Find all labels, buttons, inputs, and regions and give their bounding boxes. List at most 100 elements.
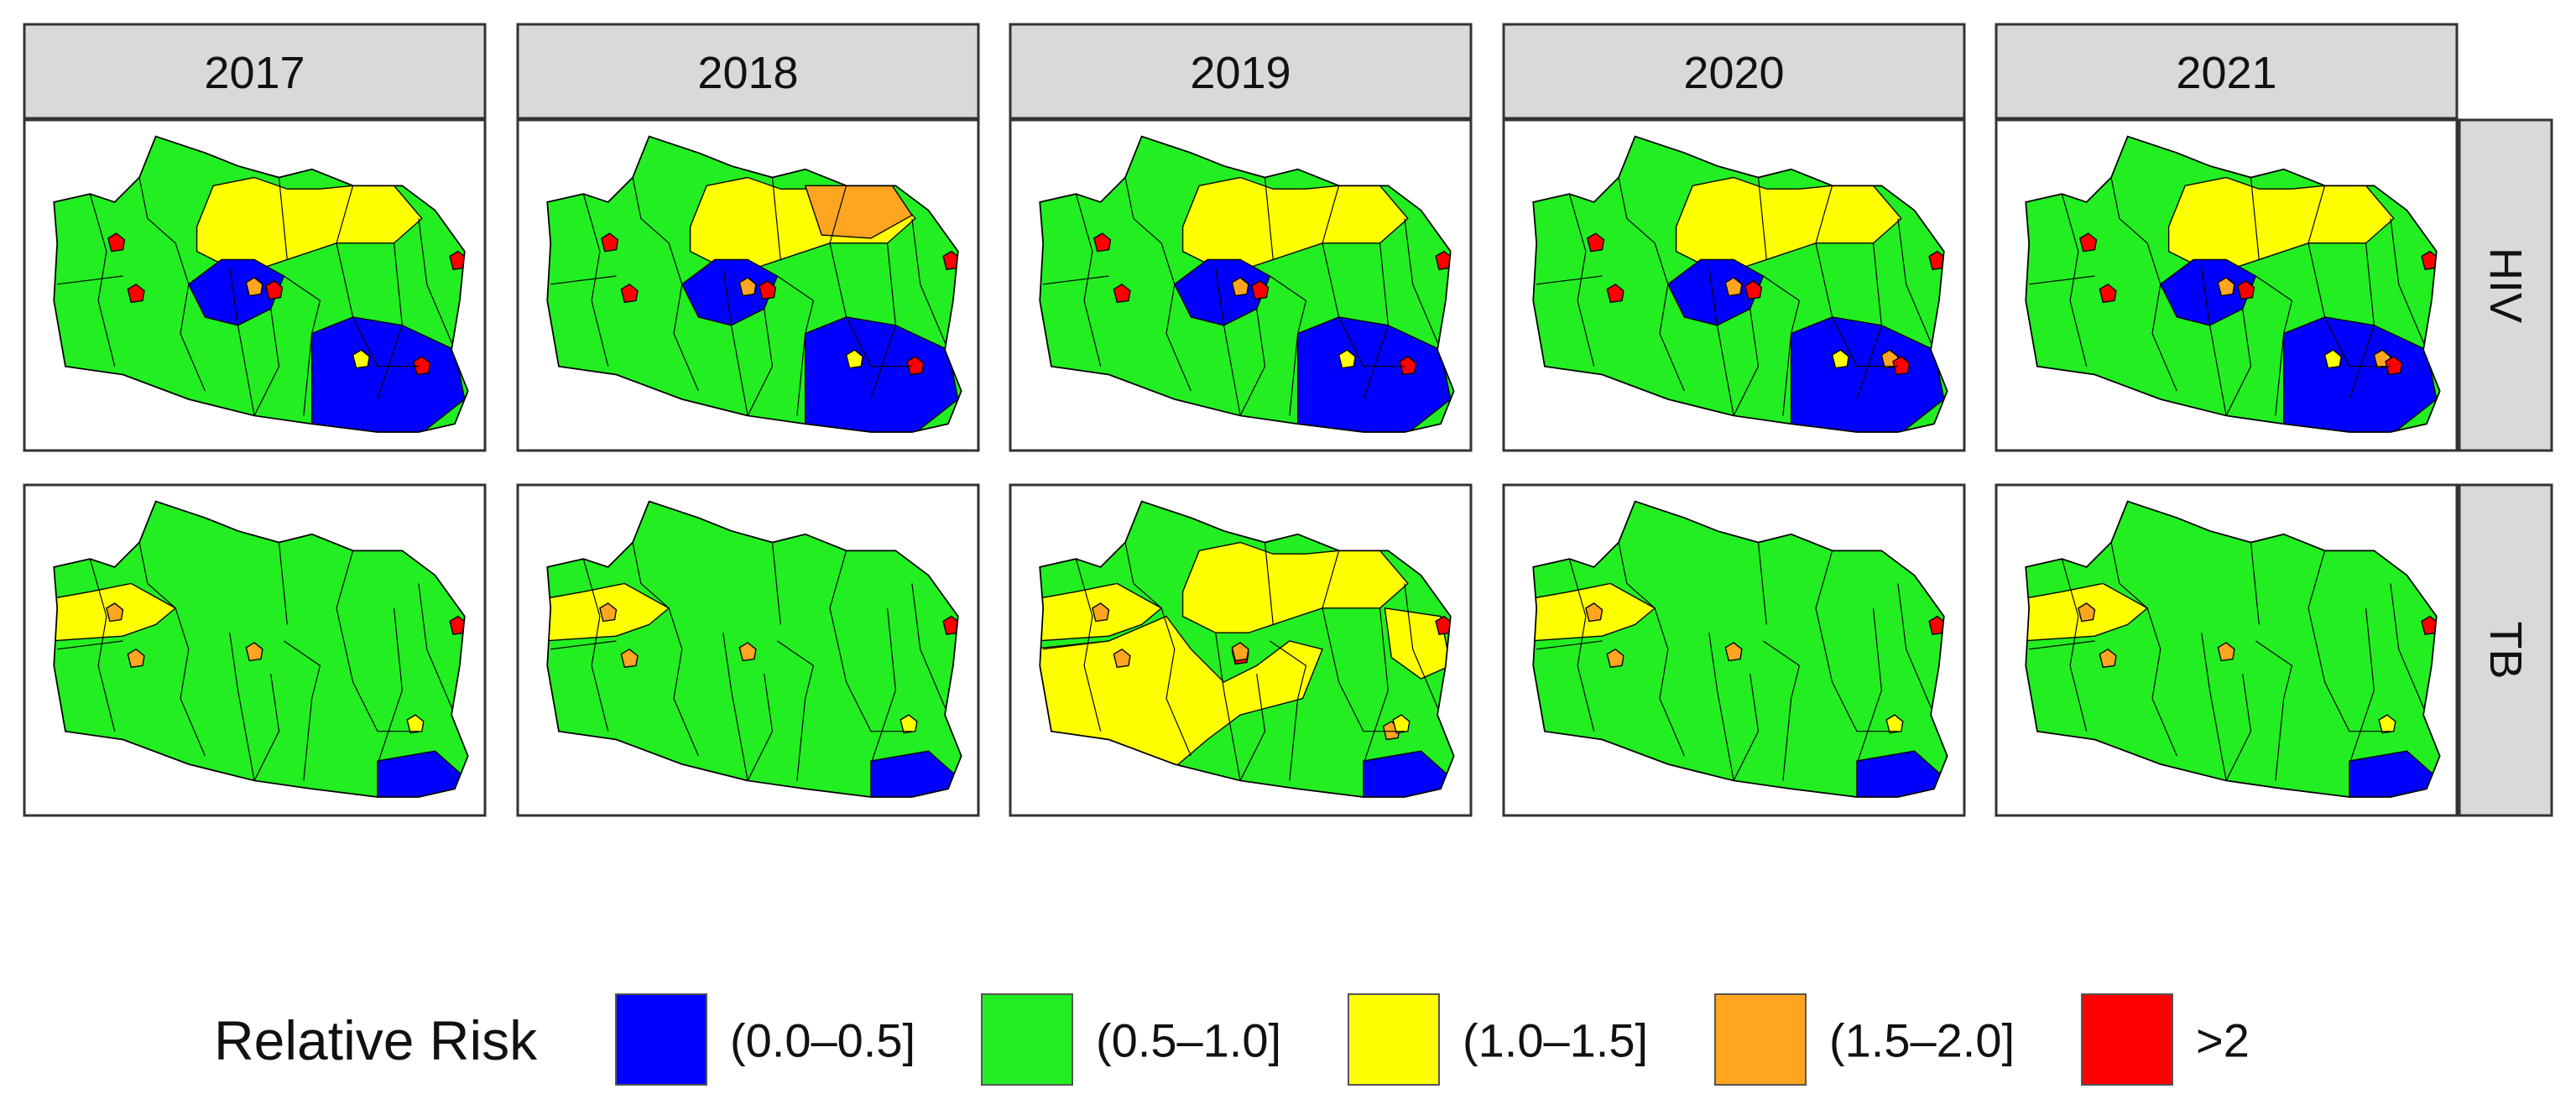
district-border [377, 607, 403, 765]
region [620, 648, 639, 669]
district-border [1536, 275, 1603, 285]
column-label: 2019 [1190, 48, 1291, 98]
district-border [2324, 316, 2391, 367]
column-label: 2018 [697, 48, 798, 98]
map [2025, 135, 2441, 433]
district-border [1160, 607, 1192, 757]
district-border [1404, 218, 1442, 351]
legend-title: Relative Risk [214, 1009, 538, 1071]
district-border [582, 193, 609, 367]
district-border [1856, 607, 1882, 765]
district-border [2061, 193, 2088, 367]
region [1231, 277, 1249, 297]
district-border [1215, 268, 1241, 416]
district-border [1075, 558, 1102, 732]
district-border [1618, 542, 1656, 609]
district-border [846, 316, 912, 367]
region [265, 280, 284, 300]
district-border [1757, 177, 1767, 260]
district-border [1338, 681, 1405, 732]
map [1532, 500, 1948, 798]
region [2378, 714, 2396, 734]
district-border [418, 583, 456, 716]
row-label: HIV [2480, 247, 2531, 323]
district-border [1832, 316, 1898, 367]
district-border [1239, 674, 1266, 781]
map [1532, 135, 1948, 433]
district-border [2390, 218, 2427, 351]
district-border [1322, 185, 1340, 318]
region [127, 283, 145, 304]
regions [1536, 176, 1947, 433]
district-border [2255, 275, 2293, 416]
region [2217, 277, 2235, 297]
province-outline [1039, 135, 1455, 433]
region [310, 316, 466, 433]
map [53, 500, 469, 798]
district-border [1654, 242, 1685, 392]
legend-swatch [1714, 993, 1807, 1086]
region [1251, 280, 1270, 300]
district-border [1322, 550, 1340, 683]
district-border [668, 242, 699, 392]
legend-swatch [615, 993, 707, 1086]
district-border [2110, 177, 2148, 244]
region [1338, 349, 1356, 369]
province-outline [546, 500, 962, 798]
row-label: TB [2480, 621, 2531, 679]
district-border [1043, 275, 1109, 285]
district-border [1815, 550, 1833, 683]
district-border [352, 316, 419, 367]
district-border [2250, 542, 2260, 625]
district-border [1270, 275, 1307, 416]
legend-swatch [1348, 993, 1440, 1086]
district-border [253, 309, 280, 416]
region [1790, 316, 1945, 433]
district-border [1815, 185, 1833, 318]
district-border [1568, 558, 1595, 732]
district-border [771, 177, 781, 260]
region [352, 349, 370, 369]
province-outline [2025, 500, 2441, 798]
column-strip [1502, 23, 1966, 120]
region [1113, 648, 1131, 669]
district-border [771, 542, 781, 625]
region [906, 356, 925, 376]
region [1392, 714, 1411, 734]
district-border [1160, 242, 1192, 392]
province-outline [1039, 500, 1455, 798]
region [804, 316, 959, 433]
district-border [1763, 640, 1801, 781]
district-border [1536, 640, 1603, 650]
district-border [1763, 275, 1801, 416]
district-border [1733, 309, 1760, 416]
region [1585, 602, 1603, 623]
district-border [829, 550, 847, 683]
district-border [2349, 607, 2375, 765]
district-border [2110, 542, 2148, 609]
region [900, 714, 918, 734]
district-border [1568, 193, 1595, 367]
region [1744, 280, 1763, 300]
district-border [57, 275, 123, 285]
district-border [632, 177, 670, 244]
legend-label: (1.5–2.0] [1829, 1014, 2015, 1067]
column-label: 2017 [204, 48, 305, 98]
region [2099, 648, 2117, 669]
district-border [2146, 242, 2177, 392]
district-border [229, 268, 255, 416]
district-border [550, 275, 617, 285]
province-outline [1532, 135, 1948, 433]
district-border [253, 674, 280, 781]
region [759, 280, 777, 300]
map [1039, 500, 1455, 798]
region [1093, 232, 1112, 253]
district-border [1708, 633, 1734, 781]
district-border [1270, 640, 1307, 781]
district-border [1124, 542, 1162, 609]
district-border [1043, 640, 1109, 650]
district-border [2225, 674, 2252, 781]
regions [1040, 541, 1453, 798]
district-border [1264, 542, 1274, 625]
